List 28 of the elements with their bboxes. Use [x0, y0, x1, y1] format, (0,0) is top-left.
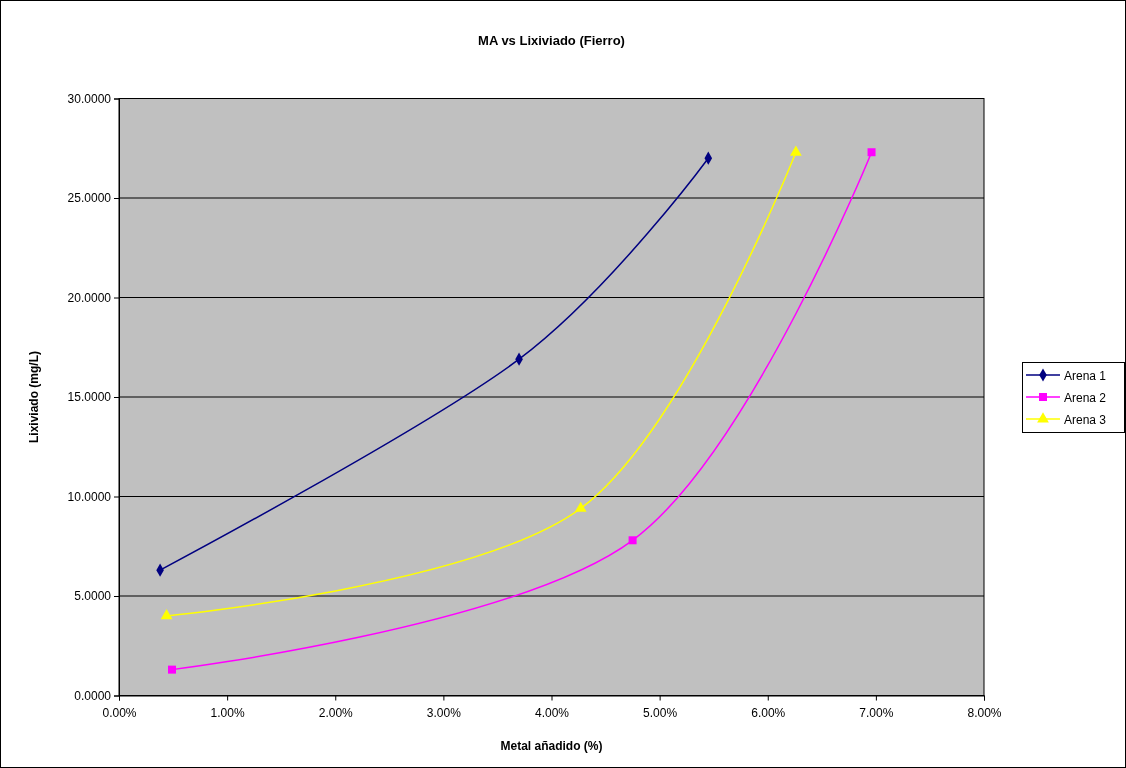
legend-label: Arena 2	[1064, 390, 1107, 405]
chart-title: MA vs Lixiviado (Fierro)	[478, 33, 625, 48]
y-tick-label: 25.0000	[67, 191, 112, 206]
legend-label: Arena 1	[1064, 368, 1107, 383]
y-tick-label: 20.0000	[67, 290, 112, 305]
x-tick-label: 6.00%	[751, 705, 786, 720]
x-tick-label: 0.00%	[102, 705, 137, 720]
x-tick-label: 2.00%	[318, 705, 354, 720]
y-tick-label: 10.0000	[67, 489, 112, 504]
x-tick-label: 5.00%	[643, 705, 678, 720]
legend-label: Arena 3	[1064, 412, 1107, 427]
x-tick-label: 4.00%	[534, 705, 570, 720]
point	[167, 665, 176, 674]
y-tick-label: 5.0000	[74, 589, 112, 604]
x-tick-label: 1.00%	[210, 705, 245, 720]
point	[628, 536, 637, 545]
y-tick-label: 30.0000	[67, 91, 112, 106]
x-tick-label: 8.00%	[967, 705, 1002, 720]
point	[867, 148, 876, 157]
y-axis-title: Lixiviado (mg/L)	[27, 350, 41, 444]
point	[574, 501, 587, 512]
x-tick-label: 7.00%	[859, 705, 894, 720]
y-tick-label: 15.0000	[67, 390, 112, 405]
y-tick-label: 0.0000	[74, 688, 112, 703]
x-tick-label: 3.00%	[426, 705, 462, 720]
point	[160, 609, 173, 620]
point	[789, 145, 802, 156]
x-axis-title: Metal añadido (%)	[500, 739, 603, 753]
